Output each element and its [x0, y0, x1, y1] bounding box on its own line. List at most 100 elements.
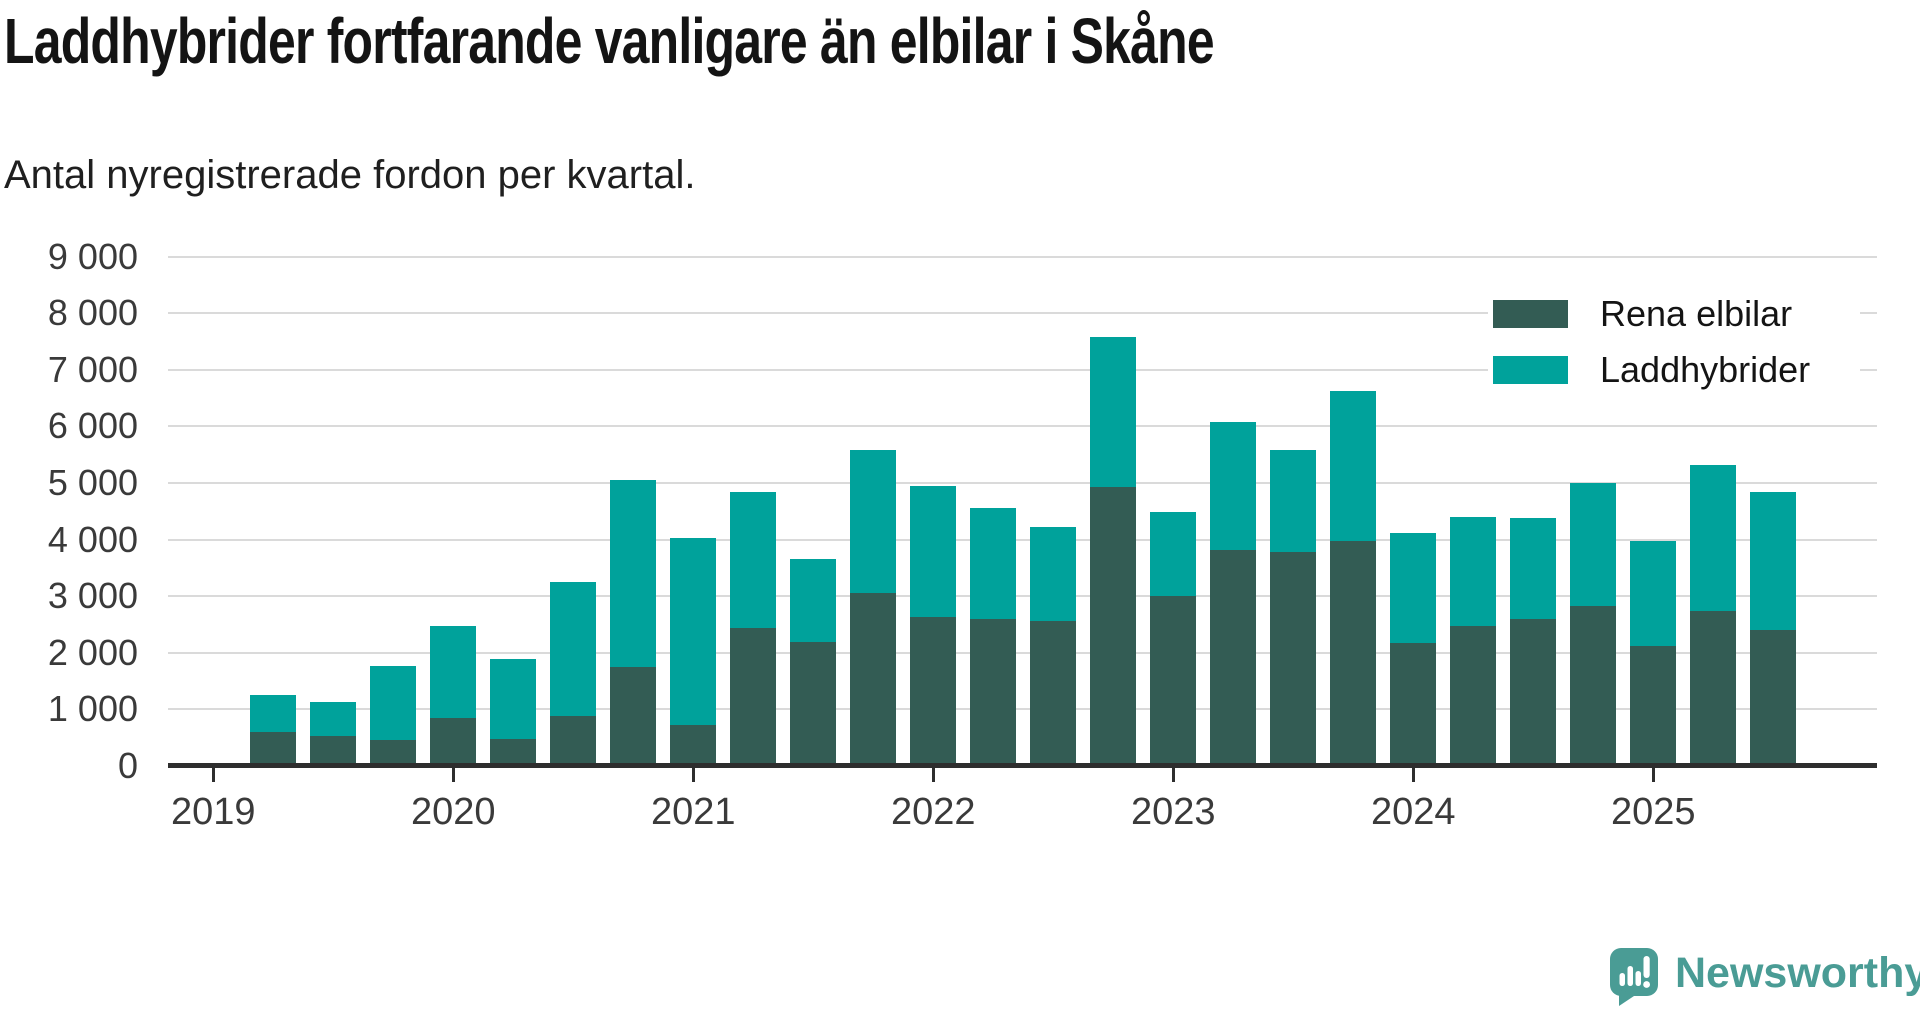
legend-item-laddhybrider: Laddhybrider [1488, 349, 1811, 390]
y-axis-tick-label: 9 000 [47, 235, 138, 277]
chart-subtitle: Antal nyregistrerade fordon per kvartal. [4, 153, 696, 197]
bar-segment-rena-elbilar [1390, 643, 1437, 766]
y-gridline [168, 482, 1877, 484]
y-axis-tick-label: 1 000 [47, 688, 138, 730]
x-axis-tick [451, 768, 455, 782]
y-axis-tick-label: 2 000 [47, 631, 138, 673]
y-gridline [168, 312, 1877, 315]
y-gridline [168, 651, 1877, 654]
y-gridline [168, 425, 1877, 428]
y-axis-tick-label: 6 000 [47, 405, 138, 447]
bar-segment-laddhybrider [1330, 390, 1377, 542]
bar-segment-laddhybrider [610, 479, 657, 667]
y-axis-tick-label: 5 000 [47, 462, 138, 503]
bar-segment-rena-elbilar [1030, 620, 1077, 766]
chart-title: Laddhybrider fortfarande vanligare än el… [4, 5, 1215, 77]
bar-segment-rena-elbilar [1510, 618, 1557, 766]
legend-label: Rena elbilar [1600, 293, 1793, 334]
bar-segment-rena-elbilar [910, 616, 957, 766]
bar-segment-laddhybrider [1210, 421, 1257, 550]
bar-segment-laddhybrider [1510, 517, 1557, 619]
bar-segment-rena-elbilar [1750, 629, 1797, 766]
bar-segment-rena-elbilar [1090, 486, 1137, 766]
bar-segment-laddhybrider [1570, 483, 1617, 606]
bar-segment-laddhybrider [250, 694, 297, 732]
bar-segment-laddhybrider [1630, 540, 1677, 646]
bar-segment-laddhybrider [490, 659, 537, 740]
x-axis-tick [211, 768, 215, 782]
bar-segment-rena-elbilar [790, 642, 837, 766]
bar-segment-rena-elbilar [490, 739, 537, 766]
bar-segment-laddhybrider [1090, 337, 1137, 487]
bar-segment-laddhybrider [1450, 517, 1497, 626]
bar-segment-rena-elbilar [730, 628, 777, 766]
bar-segment-laddhybrider [790, 559, 837, 643]
bar-segment-laddhybrider [1690, 464, 1737, 611]
bar-segment-laddhybrider [310, 701, 357, 736]
bar-segment-rena-elbilar [670, 724, 717, 766]
bar-segment-rena-elbilar [1270, 552, 1317, 766]
x-axis-tick [931, 768, 935, 782]
bar-segment-laddhybrider [1270, 449, 1317, 553]
x-axis-tick [691, 768, 695, 782]
y-axis-tick-label: 8 000 [47, 292, 138, 334]
y-gridline [168, 595, 1877, 598]
x-axis-year-label: 2022 [891, 791, 976, 833]
bar-segment-laddhybrider [430, 626, 477, 719]
newsworthy-speech-bubble-icon [1610, 948, 1658, 1006]
bar-segment-rena-elbilar [610, 666, 657, 766]
bar-segment-laddhybrider [1030, 526, 1077, 621]
y-gridline [168, 255, 1877, 258]
bar-segment-rena-elbilar [1150, 596, 1197, 766]
y-axis-tick-label: 4 000 [47, 518, 138, 560]
bar-segment-laddhybrider [850, 450, 897, 593]
bar-segment-laddhybrider [1750, 492, 1797, 630]
bar-segment-rena-elbilar [310, 735, 357, 766]
chart-legend: Rena elbilar Laddhybrider [1488, 288, 1860, 392]
x-axis-year-label: 2020 [411, 791, 496, 833]
bar-segment-laddhybrider [550, 581, 597, 716]
bar-segment-laddhybrider [1150, 512, 1197, 597]
y-axis-tick-label: 0 [117, 745, 138, 786]
bar-segment-rena-elbilar [1570, 605, 1617, 766]
bar-segment-rena-elbilar [1690, 610, 1737, 766]
bar-segment-rena-elbilar [1450, 625, 1497, 766]
x-axis-year-label: 2021 [651, 791, 736, 833]
bar-segment-rena-elbilar [370, 739, 417, 766]
y-axis-tick-label: 7 000 [47, 348, 138, 390]
bar-segment-laddhybrider [370, 665, 417, 740]
x-axis-year-label: 2024 [1371, 791, 1456, 833]
x-axis-year-label: 2025 [1611, 791, 1696, 833]
legend-label: Laddhybrider [1600, 349, 1811, 390]
bar-segment-rena-elbilar [970, 619, 1017, 766]
legend-item-rena-elbilar: Rena elbilar [1488, 293, 1793, 334]
y-gridline [168, 368, 1877, 371]
bar-segment-laddhybrider [670, 538, 717, 725]
legend-swatch-laddhybrider [1493, 356, 1568, 384]
legend-swatch-rena-elbilar [1493, 300, 1568, 328]
newsworthy-wordmark: Newsworthy [1675, 949, 1920, 997]
x-axis-year-label: 2023 [1131, 791, 1216, 833]
y-gridline [168, 708, 1877, 711]
x-axis-tick [1411, 768, 1415, 782]
bar-segment-rena-elbilar [1330, 541, 1377, 766]
x-axis-year-label: 2019 [171, 791, 256, 833]
bar-segment-laddhybrider [970, 508, 1017, 620]
bar-segment-laddhybrider [730, 491, 777, 629]
x-axis-line [168, 763, 1877, 768]
bar-segment-rena-elbilar [1630, 645, 1677, 766]
newsworthy-logo[interactable]: Newsworthy [1610, 948, 1920, 1007]
bar-segment-laddhybrider [910, 485, 957, 617]
bar-segment-rena-elbilar [550, 715, 597, 766]
bar-segment-rena-elbilar [1210, 549, 1257, 766]
bar-segment-laddhybrider [1390, 532, 1437, 644]
y-axis-tick-label: 3 000 [47, 575, 138, 617]
bar-segment-rena-elbilar [430, 718, 477, 766]
y-gridline [168, 538, 1877, 541]
bar-segment-rena-elbilar [850, 592, 897, 766]
x-axis-tick [1651, 768, 1655, 782]
bar-segment-rena-elbilar [250, 731, 297, 766]
x-axis-tick [1171, 768, 1175, 782]
